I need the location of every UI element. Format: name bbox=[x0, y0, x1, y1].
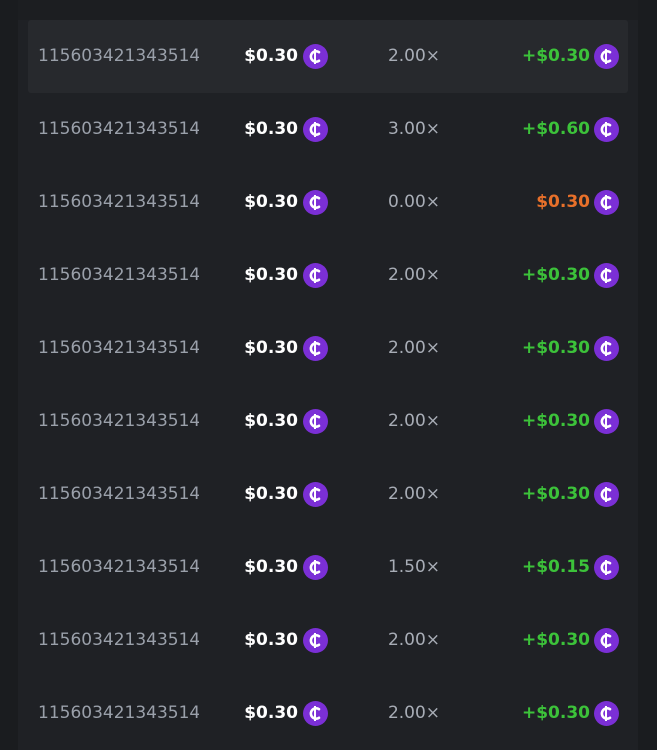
bet-id: 1156034213435147 bbox=[38, 119, 199, 139]
bet-row: 1156034213435147 $0.30 3.00× +$0.60 bbox=[28, 93, 628, 166]
bet-row: 1156034213435147 $0.30 2.00× +$0.30 bbox=[28, 458, 628, 531]
coin-icon bbox=[594, 555, 619, 580]
bet-row: 1156034213435147 $0.30 2.00× +$0.30 bbox=[28, 385, 628, 458]
multiplier: 2.00× bbox=[387, 411, 441, 431]
bet-amount: $0.30 bbox=[244, 411, 298, 431]
payout: +$0.30 bbox=[521, 630, 590, 650]
bets-panel: 1156034213435147 $0.30 2.00× +$0.30 11560342… bbox=[18, 0, 638, 750]
payout: +$0.30 bbox=[521, 338, 590, 358]
bet-id: 1156034213435147 bbox=[38, 46, 199, 66]
bet-id: 1156034213435147 bbox=[38, 630, 199, 650]
coin-icon bbox=[303, 263, 328, 288]
payout: +$0.60 bbox=[521, 119, 590, 139]
bet-amount: $0.30 bbox=[244, 265, 298, 285]
payout: +$0.30 bbox=[521, 46, 590, 66]
coin-icon bbox=[594, 482, 619, 507]
bet-amount: $0.30 bbox=[244, 119, 298, 139]
coin-icon bbox=[303, 628, 328, 653]
multiplier: 2.00× bbox=[387, 265, 441, 285]
payout: +$0.30 bbox=[521, 265, 590, 285]
bet-row: 1156034213435147 $0.30 2.00× +$0.30 bbox=[28, 239, 628, 312]
bet-id: 1156034213435147 bbox=[38, 411, 199, 431]
coin-icon bbox=[303, 482, 328, 507]
multiplier: 2.00× bbox=[387, 338, 441, 358]
top-bar bbox=[18, 0, 638, 20]
coin-icon bbox=[594, 263, 619, 288]
multiplier: 2.00× bbox=[387, 703, 441, 723]
bet-amount: $0.30 bbox=[244, 338, 298, 358]
bet-id: 1156034213435147 bbox=[38, 557, 199, 577]
bet-row: 1156034213435147 $0.30 2.00× +$0.30 bbox=[28, 604, 628, 677]
coin-icon bbox=[594, 409, 619, 434]
coin-icon bbox=[303, 555, 328, 580]
bet-row: 1156034213435147 $0.30 2.00× +$0.30 bbox=[28, 20, 628, 93]
bet-amount: $0.30 bbox=[244, 557, 298, 577]
bet-row: 1156034213435147 $0.30 1.50× +$0.15 bbox=[28, 531, 628, 604]
coin-icon bbox=[303, 701, 328, 726]
payout: +$0.30 bbox=[521, 703, 590, 723]
multiplier: 1.50× bbox=[387, 557, 441, 577]
bet-id: 1156034213435147 bbox=[38, 265, 199, 285]
multiplier: 0.00× bbox=[387, 192, 441, 212]
bet-row: 1156034213435147 $0.30 0.00× $0.30 bbox=[28, 166, 628, 239]
bet-amount: $0.30 bbox=[244, 703, 298, 723]
coin-icon bbox=[303, 44, 328, 69]
multiplier: 2.00× bbox=[387, 46, 441, 66]
bet-row: 1156034213435147 $0.30 2.00× +$0.30 bbox=[28, 677, 628, 750]
coin-icon bbox=[303, 190, 328, 215]
coin-icon bbox=[303, 336, 328, 361]
bet-amount: $0.30 bbox=[244, 484, 298, 504]
coin-icon bbox=[594, 336, 619, 361]
bet-id: 1156034213435147 bbox=[38, 338, 199, 358]
payout: +$0.15 bbox=[521, 557, 590, 577]
payout: +$0.30 bbox=[521, 411, 590, 431]
coin-icon bbox=[594, 701, 619, 726]
coin-icon bbox=[594, 44, 619, 69]
coin-icon bbox=[303, 117, 328, 142]
bet-amount: $0.30 bbox=[244, 46, 298, 66]
payout: +$0.30 bbox=[521, 484, 590, 504]
bet-amount: $0.30 bbox=[244, 192, 298, 212]
bet-amount: $0.30 bbox=[244, 630, 298, 650]
multiplier: 2.00× bbox=[387, 630, 441, 650]
bet-row: 1156034213435147 $0.30 2.00× +$0.30 bbox=[28, 312, 628, 385]
payout: $0.30 bbox=[536, 192, 590, 212]
coin-icon bbox=[303, 409, 328, 434]
coin-icon bbox=[594, 117, 619, 142]
bet-id: 1156034213435147 bbox=[38, 484, 199, 504]
bet-id: 1156034213435147 bbox=[38, 703, 199, 723]
coin-icon bbox=[594, 190, 619, 215]
multiplier: 2.00× bbox=[387, 484, 441, 504]
coin-icon bbox=[594, 628, 619, 653]
bet-id: 1156034213435147 bbox=[38, 192, 199, 212]
multiplier: 3.00× bbox=[387, 119, 441, 139]
